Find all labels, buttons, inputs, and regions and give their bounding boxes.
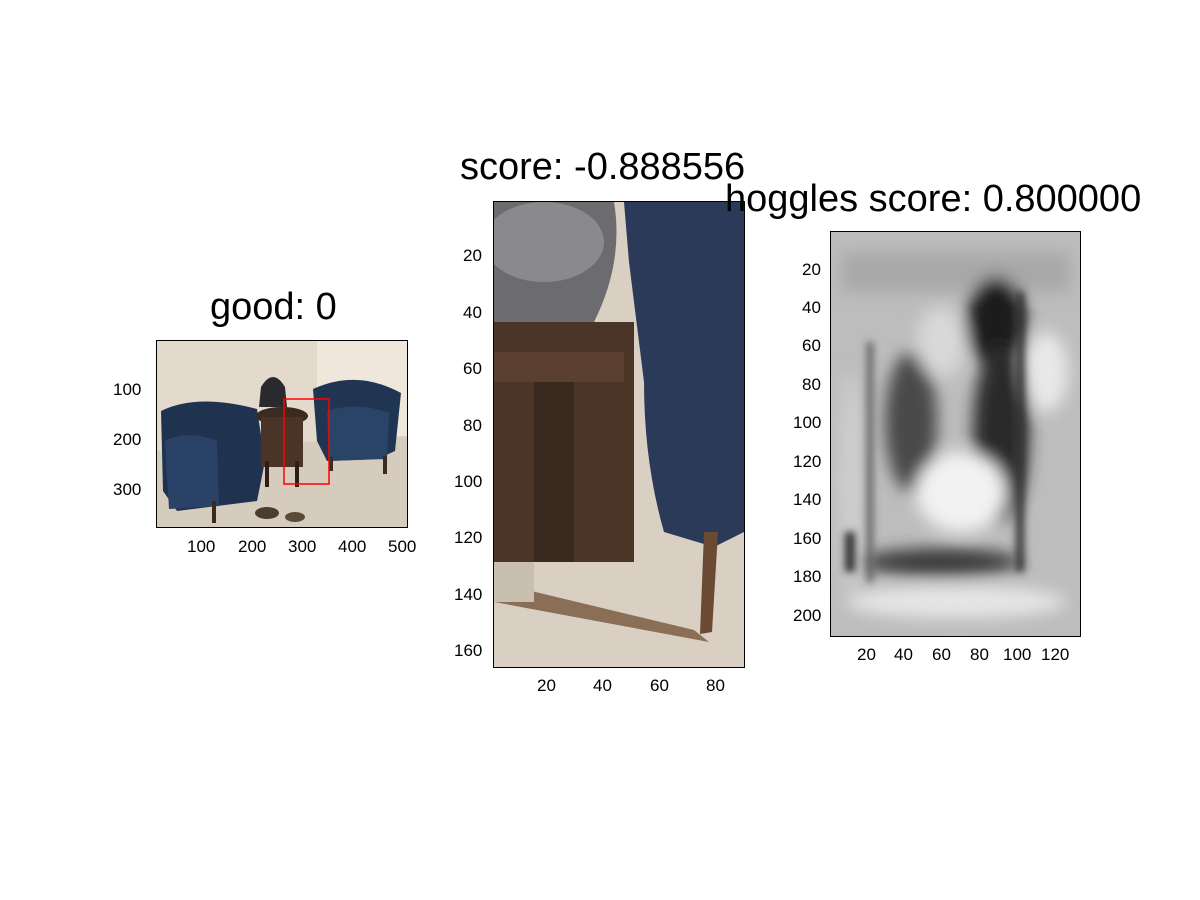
panel2-xtick: 80 [706,676,725,695]
crop-photo [494,202,744,667]
panel3-ytick: 140 [793,490,822,509]
panel1-xtick: 300 [288,537,317,556]
detection-box [283,398,330,485]
panel3-ytick: 120 [793,452,822,471]
panel1-ytick: 300 [113,480,142,499]
panel3-ytick: 60 [802,336,821,355]
panel2-ytick: 40 [463,303,482,322]
panel1-image-axes [156,340,408,528]
panel3-xtick: 120 [1041,645,1070,664]
panel1-xtick: 400 [338,537,367,556]
panel2-ytick: 20 [463,246,482,265]
panel1-xtick: 500 [388,537,417,556]
panel2-image-axes [493,201,745,668]
panel3-ytick: 80 [802,375,821,394]
panel3-image-axes [830,231,1081,637]
panel3-xtick: 100 [1003,645,1032,664]
panel2-xtick: 20 [537,676,556,695]
panel3-ytick: 160 [793,529,822,548]
panel3-xtick: 60 [932,645,951,664]
panel2-ytick: 160 [454,641,483,660]
panel1-xtick: 100 [187,537,216,556]
panel3-title: hoggles score: 0.800000 [725,178,1142,220]
panel2-ytick: 120 [454,528,483,547]
panel3-xtick: 40 [894,645,913,664]
panel1-xtick: 200 [238,537,267,556]
panel3-ytick: 40 [802,298,821,317]
panel1-ytick: 100 [113,380,142,399]
panel1-title: good: 0 [210,286,337,328]
hoggles-visualization [831,232,1080,636]
panel1-ytick: 200 [113,430,142,449]
panel2-ytick: 140 [454,585,483,604]
panel2-xtick: 60 [650,676,669,695]
panel2-ytick: 80 [463,416,482,435]
panel2-xtick: 40 [593,676,612,695]
panel2-title: score: -0.888556 [460,146,746,188]
panel3-xtick: 80 [970,645,989,664]
panel3-xtick: 20 [857,645,876,664]
panel3-ytick: 180 [793,567,822,586]
panel3-ytick: 100 [793,413,822,432]
panel2-ytick: 100 [454,472,483,491]
room-photo [157,341,407,527]
panel2-ytick: 60 [463,359,482,378]
panel3-ytick: 20 [802,260,821,279]
panel3-ytick: 200 [793,606,822,625]
